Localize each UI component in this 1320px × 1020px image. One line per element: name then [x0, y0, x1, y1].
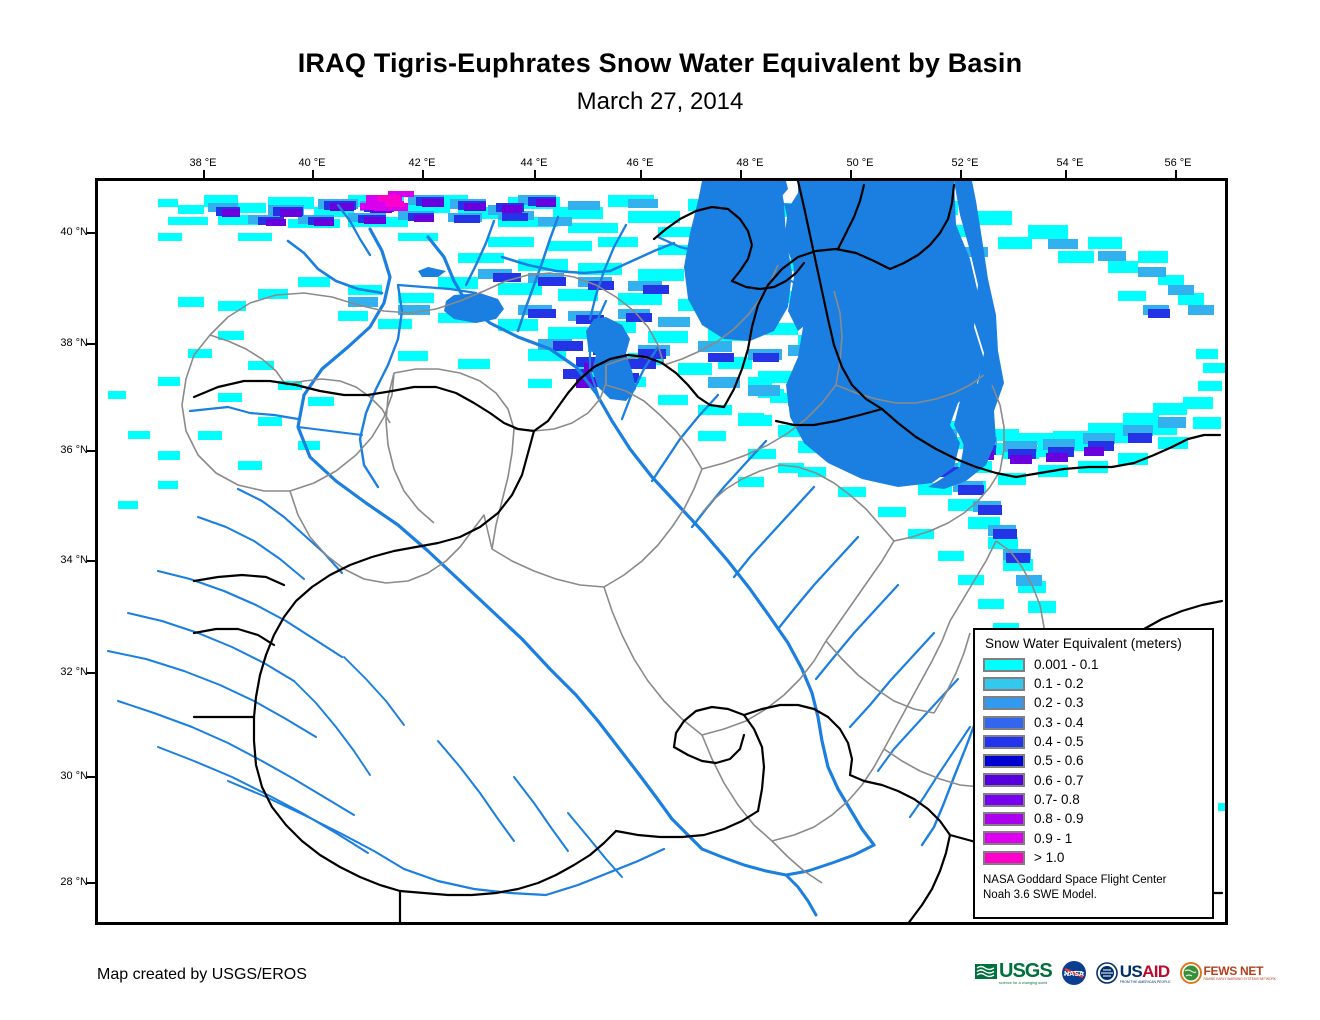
lon-label-50e: 50 °E [846, 157, 874, 169]
lat-label-28n: 28 °N [60, 876, 88, 888]
legend-source: NASA Goddard Space Flight Center Noah 3.… [983, 873, 1204, 902]
legend-swatch-9 [983, 831, 1025, 846]
lon-label-54e: 54 °E [1056, 157, 1084, 169]
legend-label-9: 0.9 - 1 [1034, 830, 1073, 846]
lon-tick [203, 170, 205, 178]
fewsnet-tagline: FAMINE EARLY WARNING SYSTEMS NETWORK [1203, 977, 1276, 981]
map-credit: Map created by USGS/EROS [97, 966, 307, 983]
legend-row: 0.1 - 0.2 [983, 674, 1204, 693]
legend-label-10: > 1.0 [1034, 849, 1065, 865]
legend-label-1: 0.1 - 0.2 [1034, 676, 1084, 692]
legend-label-0: 0.001 - 0.1 [1034, 656, 1099, 672]
lat-label-36n: 36 °N [60, 444, 88, 456]
lon-tick [1175, 170, 1177, 178]
fewsnet-wordmark: FEWS NET [1203, 964, 1264, 978]
usgs-wordmark: USGS [999, 959, 1053, 982]
legend-row: 0.4 - 0.5 [983, 732, 1204, 751]
legend-swatch-0 [983, 657, 1025, 672]
country-borders [192, 181, 1224, 922]
legend-label-6: 0.6 - 0.7 [1034, 772, 1084, 788]
lon-tick [740, 170, 742, 178]
lat-tick [87, 672, 95, 674]
legend-row: 0.9 - 1 [983, 829, 1204, 848]
legend-swatch-6 [983, 773, 1025, 788]
legend-source-line2: Noah 3.6 SWE Model. [983, 888, 1097, 901]
legend-swatch-2 [983, 696, 1025, 711]
lon-tick [850, 170, 852, 178]
fewsnet-logo: FEWS NET FAMINE EARLY WARNING SYSTEMS NE… [1179, 958, 1276, 988]
usaid-logo: US AID FROM THE AMERICAN PEOPLE [1095, 958, 1171, 988]
legend-label-5: 0.5 - 0.6 [1034, 753, 1084, 769]
page-subtitle: March 27, 2014 [576, 88, 744, 115]
lon-label-42e: 42 °E [408, 157, 436, 169]
lat-label-40n: 40 °N [60, 226, 88, 238]
usgs-tagline: science for a changing world [999, 980, 1048, 985]
fewsnet-globe-icon [1179, 962, 1202, 984]
legend-row: 0.5 - 0.6 [983, 751, 1204, 770]
lat-tick [87, 450, 95, 452]
lat-label-34n: 34 °N [60, 554, 88, 566]
legend-label-8: 0.8 - 0.9 [1034, 811, 1084, 827]
lon-tick [422, 170, 424, 178]
lon-label-44e: 44 °E [520, 157, 548, 169]
lon-tick [1065, 170, 1067, 178]
legend-label-2: 0.2 - 0.3 [1034, 695, 1084, 711]
legend-swatch-10 [983, 850, 1025, 865]
lon-label-40e: 40 °E [298, 157, 326, 169]
svg-text:NASA: NASA [1064, 971, 1084, 978]
legend-swatch-1 [983, 676, 1025, 691]
map-canvas [98, 181, 1225, 922]
lat-tick [87, 343, 95, 345]
legend-swatch-4 [983, 734, 1025, 749]
legend-heading: Snow Water Equivalent (meters) [985, 636, 1182, 651]
legend-swatch-5 [983, 754, 1025, 769]
lat-label-38n: 38 °N [60, 337, 88, 349]
lat-tick [87, 232, 95, 234]
legend-swatch-8 [983, 812, 1025, 827]
legend-label-7: 0.7- 0.8 [1034, 791, 1080, 807]
lon-label-48e: 48 °E [736, 157, 764, 169]
usgs-logo: USGS science for a changing world [975, 958, 1053, 988]
lat-tick [87, 560, 95, 562]
legend-row: 0.8 - 0.9 [983, 809, 1204, 828]
usaid-wordmark-aid: AID [1142, 961, 1170, 981]
legend-label-3: 0.3 - 0.4 [1034, 714, 1084, 730]
page-title: IRAQ Tigris-Euphrates Snow Water Equival… [297, 48, 1023, 78]
map-container[interactable] [87, 170, 1228, 925]
water-bodies [418, 181, 1004, 489]
lon-label-38e: 38 °E [189, 157, 217, 169]
usaid-tagline: FROM THE AMERICAN PEOPLE [1119, 979, 1171, 984]
legend-row: 0.6 - 0.7 [983, 771, 1204, 790]
legend-row: > 1.0 [983, 848, 1204, 867]
legend-row: 0.3 - 0.4 [983, 713, 1204, 732]
usgs-wave-icon [975, 964, 997, 979]
legend-swatch-3 [983, 715, 1025, 730]
legend-row: 0.001 - 0.1 [983, 655, 1204, 674]
logo-strip: USGS science for a changing world NASA U… [975, 957, 1276, 989]
lon-tick [640, 170, 642, 178]
nasa-meatball-icon: NASA [1061, 961, 1086, 985]
nasa-logo: NASA [1061, 958, 1087, 988]
usaid-seal-icon [1095, 962, 1118, 984]
legend-label-4: 0.4 - 0.5 [1034, 734, 1084, 750]
lat-label-32n: 32 °N [60, 666, 88, 678]
legend-row: 0.2 - 0.3 [983, 694, 1204, 713]
map-frame [95, 178, 1228, 925]
legend-source-line1: NASA Goddard Space Flight Center [983, 874, 1167, 887]
river-network [107, 203, 1006, 917]
lat-tick [87, 882, 95, 884]
legend-row: 0.7- 0.8 [983, 790, 1204, 809]
lon-label-56e: 56 °E [1164, 157, 1192, 169]
map-legend: Snow Water Equivalent (meters) 0.001 - 0… [973, 628, 1214, 919]
lon-tick [312, 170, 314, 178]
usaid-wordmark-us: US [1119, 961, 1143, 981]
lat-label-30n: 30 °N [60, 770, 88, 782]
lon-label-46e: 46 °E [626, 157, 654, 169]
legend-swatch-7 [983, 792, 1025, 807]
lat-tick [87, 776, 95, 778]
lon-tick [960, 170, 962, 178]
lon-label-52e: 52 °E [951, 157, 979, 169]
lon-tick [534, 170, 536, 178]
